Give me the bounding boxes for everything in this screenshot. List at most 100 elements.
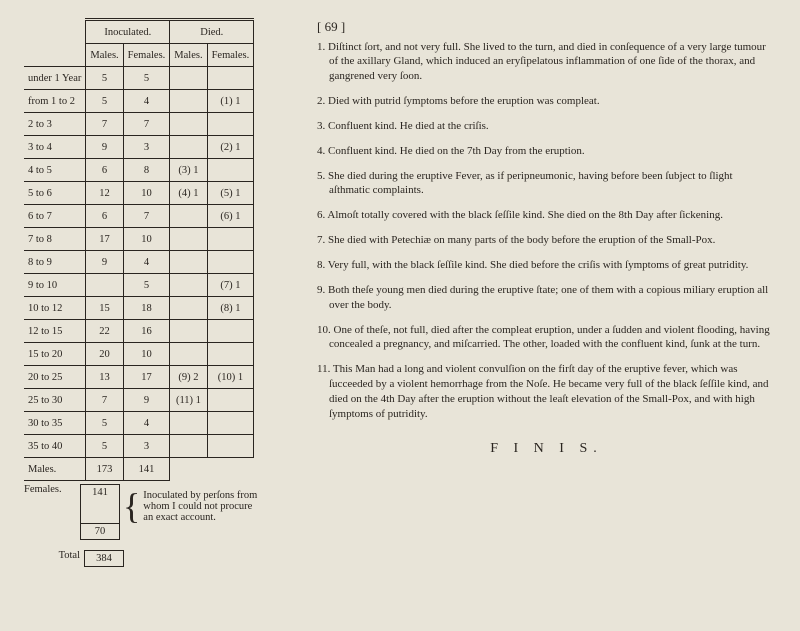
row-label: 4 to 5 [24,159,86,182]
table-cell [207,435,254,458]
col-males-inoc: Males. [86,44,123,67]
brace-icon: { [123,488,140,524]
table-cell: 6 [86,159,123,182]
table-cell: 17 [86,228,123,251]
table-cell: 18 [123,297,170,320]
fem-141: 141 [80,484,120,524]
table-cell: 6 [86,205,123,228]
footnote: 7. She died with Petechiæ on many parts … [317,233,776,248]
females-total-141: 141 [123,458,170,481]
footnote: 6. Almoſt totally covered with the black… [317,208,776,223]
table-cell [170,205,207,228]
table-cell: 3 [123,435,170,458]
table-cell: 5 [123,274,170,297]
footnote: 5. She died during the eruptive Fever, a… [317,169,776,199]
row-label: 5 to 6 [24,182,86,205]
table-cell: (1) 1 [207,90,254,113]
table-cell: 7 [86,113,123,136]
table-cell: (8) 1 [207,297,254,320]
table-cell [207,412,254,435]
table-cell: (11) 1 [170,389,207,412]
table-cell [207,228,254,251]
table-cell: (7) 1 [207,274,254,297]
table-cell: 17 [123,366,170,389]
row-label: 25 to 30 [24,389,86,412]
row-label: 10 to 12 [24,297,86,320]
table-cell [170,320,207,343]
table-cell: 9 [86,136,123,159]
table-cell: (10) 1 [207,366,254,389]
row-label: 35 to 40 [24,435,86,458]
table-cell [170,251,207,274]
footnote: 9. Both theſe young men died during the … [317,283,776,313]
row-males-total: Males. [24,458,86,481]
footnotes: 1. Diſtinct ſort, and not very full. She… [317,40,776,422]
table-cell [170,297,207,320]
table-cell: 10 [123,182,170,205]
table-cell: 16 [123,320,170,343]
table-cell [170,90,207,113]
table-cell: (3) 1 [170,159,207,182]
row-label: 3 to 4 [24,136,86,159]
table-cell: (2) 1 [207,136,254,159]
row-label: from 1 to 2 [24,90,86,113]
footnote: 4. Confluent kind. He died on the 7th Da… [317,144,776,159]
table-cell [170,274,207,297]
table-cell: 4 [123,251,170,274]
page-number: [ 69 ] [317,18,776,36]
table-cell: (9) 2 [170,366,207,389]
table-cell [207,343,254,366]
row-label: 9 to 10 [24,274,86,297]
row-label: 6 to 7 [24,205,86,228]
table-cell: 10 [123,228,170,251]
footnote: 2. Died with putrid ſymptoms before the … [317,94,776,109]
footnote: 3. Confluent kind. He died at the criſis… [317,119,776,134]
fem-70: 70 [80,524,120,540]
table-cell: 5 [86,435,123,458]
row-label: 8 to 9 [24,251,86,274]
table-cell: 4 [123,90,170,113]
table-cell: 3 [123,136,170,159]
table-cell: 9 [123,389,170,412]
row-label: 20 to 25 [24,366,86,389]
table-cell: (5) 1 [207,182,254,205]
table-cell [207,67,254,90]
table-cell: 8 [123,159,170,182]
footnote: 1. Diſtinct ſort, and not very full. She… [317,40,776,85]
table-cell [207,159,254,182]
table-cell [170,228,207,251]
total-label: Total [24,550,84,567]
row-label: 12 to 15 [24,320,86,343]
table-cell: 7 [123,205,170,228]
table-cell: 22 [86,320,123,343]
col-group-died: Died. [170,20,254,44]
footnote: 10. One of theſe, not full, died after t… [317,323,776,353]
table-cell [170,67,207,90]
table-cell: 4 [123,412,170,435]
table-cell [170,136,207,159]
col-females-died: Females. [207,44,254,67]
table-cell [170,412,207,435]
brace-text: Inoculated by perſons from whom I could … [143,490,263,523]
table-cell [207,389,254,412]
table-cell [207,113,254,136]
table-cell: (4) 1 [170,182,207,205]
table-cell: 15 [86,297,123,320]
table-cell: 12 [86,182,123,205]
row-label: 7 to 8 [24,228,86,251]
table-cell: 13 [86,366,123,389]
table-cell: 5 [123,67,170,90]
row-label: 2 to 3 [24,113,86,136]
finis: F I N I S. [317,440,776,459]
table-cell: 7 [123,113,170,136]
row-label: under 1 Year [24,67,86,90]
mortality-table: Inoculated. Died. Males. Females. Males.… [24,18,254,481]
table-cell: (6) 1 [207,205,254,228]
females-label: Females. [24,484,80,524]
table-cell [86,274,123,297]
col-males-died: Males. [170,44,207,67]
row-label: 30 to 35 [24,412,86,435]
row-label: 15 to 20 [24,343,86,366]
table-cell [170,343,207,366]
table-cell [207,251,254,274]
